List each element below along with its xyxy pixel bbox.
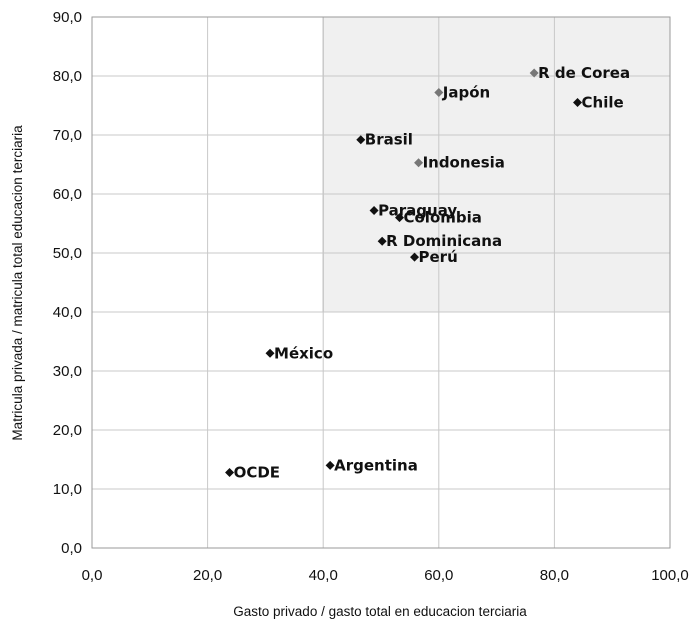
data-point-label: Chile	[582, 94, 624, 112]
data-point-marker	[573, 98, 583, 108]
data-point-marker	[356, 135, 366, 145]
data-point-marker	[225, 467, 235, 477]
y-tick-label: 20,0	[53, 422, 82, 439]
data-point-marker	[434, 88, 444, 98]
data-point-marker	[414, 158, 424, 168]
data-point-layer	[225, 68, 583, 477]
data-point-label: OCDE	[234, 463, 280, 481]
data-point-marker	[394, 213, 404, 223]
data-point-label: Paraguay	[378, 202, 457, 220]
y-tick-label: 50,0	[53, 245, 82, 262]
data-point-label: Argentina	[334, 456, 418, 474]
x-axis-title: Gasto privado / gasto total en educacion…	[233, 604, 527, 619]
y-tick-label: 40,0	[53, 304, 82, 321]
data-point-label: R de Corea	[538, 64, 630, 82]
y-tick-label: 0,0	[61, 540, 82, 557]
grid-layer	[91, 16, 671, 549]
x-tick-label: 0,0	[82, 567, 103, 584]
y-tick-label: 90,0	[53, 9, 82, 26]
tick-label-layer: 0,0 20,0 40,0 60,0 80,0 100,0 0,0 10,0 20,0 30,0 4…	[53, 9, 689, 584]
data-point-label: Japón	[442, 84, 490, 102]
point-label-layer: R de Corea Japón Chile Brasil Indonesia Parag…	[234, 64, 631, 481]
data-point-label: Colombia	[403, 209, 481, 227]
data-point-label: R Dominicana	[386, 232, 502, 250]
y-tick-label: 10,0	[53, 481, 82, 498]
data-point-label: Brasil	[365, 131, 413, 149]
x-tick-label: 60,0	[424, 567, 453, 584]
y-tick-label: 60,0	[53, 186, 82, 203]
data-point-marker	[410, 252, 420, 262]
x-tick-label: 40,0	[309, 567, 338, 584]
highlight-region	[322, 16, 671, 313]
y-tick-label: 70,0	[53, 127, 82, 144]
highlight-region-layer	[322, 16, 671, 313]
x-tick-label: 80,0	[540, 567, 569, 584]
y-axis-title: Matricula privada / matricula total educ…	[10, 125, 25, 441]
y-tick-label: 80,0	[53, 68, 82, 85]
data-point-label: Perú	[419, 248, 458, 266]
data-point-marker	[529, 68, 539, 78]
data-point-marker	[369, 206, 379, 216]
data-point-marker	[377, 236, 387, 246]
plot-frame	[91, 16, 671, 549]
data-point-marker	[265, 348, 275, 358]
data-point-marker	[325, 460, 335, 470]
data-point-label: México	[274, 344, 333, 362]
data-point-label: Indonesia	[423, 154, 505, 172]
y-tick-label: 30,0	[53, 363, 82, 380]
x-tick-label: 20,0	[193, 567, 222, 584]
x-tick-label: 100,0	[651, 567, 689, 584]
